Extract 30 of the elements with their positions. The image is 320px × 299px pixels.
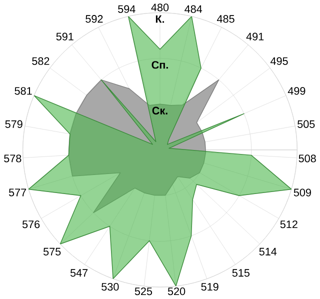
spoke-label: 577	[8, 188, 26, 196]
spoke-label: 592	[86, 15, 103, 23]
spoke-label: 575	[43, 248, 61, 256]
y-tick-label: Ск.	[152, 106, 168, 115]
spoke-label: 530	[102, 283, 119, 291]
spoke-label: 491	[246, 32, 264, 41]
spoke-label: 480	[151, 4, 169, 12]
spoke-label: 579	[5, 120, 22, 128]
y-tick-label: Сп.	[152, 61, 168, 69]
spoke-label: 485	[216, 15, 234, 23]
spoke-label: 578	[4, 154, 22, 162]
spoke-label: 514	[259, 248, 277, 256]
spoke-label: 547	[70, 269, 88, 277]
spoke-label: 520	[168, 288, 186, 296]
spoke-label: 509	[294, 188, 311, 196]
spoke-label: 505	[298, 120, 315, 128]
spoke-label: 512	[280, 220, 298, 228]
spoke-label: 484	[184, 5, 202, 14]
spoke-label: 576	[22, 220, 40, 228]
spoke-label: 591	[56, 32, 74, 41]
spoke-label: 582	[32, 57, 50, 66]
spoke-label: 508	[298, 154, 316, 162]
spoke-label: 525	[134, 288, 152, 296]
y-tick-label: К.	[156, 15, 164, 23]
spoke-label: 495	[270, 57, 288, 66]
spoke-label: 515	[232, 269, 250, 277]
spoke-label: 519	[201, 283, 218, 291]
spoke-label: 499	[288, 87, 306, 95]
spoke-label: 581	[14, 87, 32, 95]
spoke-label: 594	[118, 5, 136, 14]
